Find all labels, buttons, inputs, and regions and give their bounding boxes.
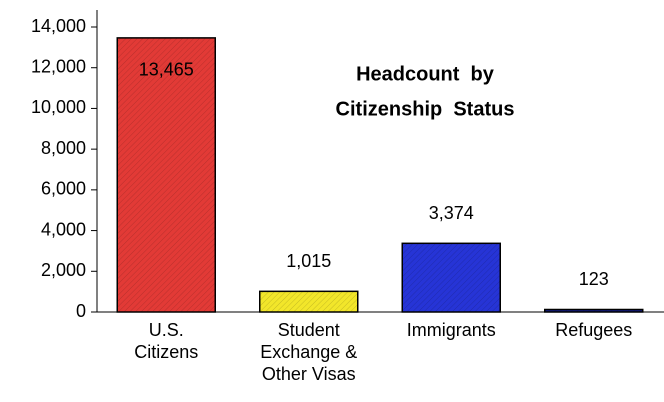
x-tick-label: Refugees xyxy=(555,320,632,340)
value-label: 1,015 xyxy=(286,251,331,271)
y-tick-label: 8,000 xyxy=(41,138,86,158)
bar-hatch xyxy=(117,37,216,312)
bar-hatch xyxy=(402,243,501,312)
y-tick-label: 10,000 xyxy=(31,97,86,117)
chart-title: Citizenship Status xyxy=(336,98,515,120)
y-tick-label: 4,000 xyxy=(41,219,86,239)
x-tick-label: U.S. xyxy=(149,320,184,340)
x-tick-label: Exchange & xyxy=(260,342,357,362)
y-tick-label: 0 xyxy=(76,301,86,321)
value-label: 13,465 xyxy=(139,60,194,80)
x-tick-label: Other Visas xyxy=(262,364,356,384)
y-tick-label: 6,000 xyxy=(41,179,86,199)
value-label: 3,374 xyxy=(429,203,474,223)
bar-hatch xyxy=(544,309,643,312)
x-tick-label: Citizens xyxy=(134,342,198,362)
x-tick-label: Immigrants xyxy=(407,320,496,340)
y-tick-label: 12,000 xyxy=(31,56,86,76)
chart-title: Headcount by xyxy=(356,63,495,85)
bar-hatch xyxy=(259,291,358,312)
y-tick-label: 2,000 xyxy=(41,260,86,280)
x-tick-label: Student xyxy=(278,320,340,340)
y-tick-label: 14,000 xyxy=(31,16,86,36)
value-label: 123 xyxy=(579,269,609,289)
